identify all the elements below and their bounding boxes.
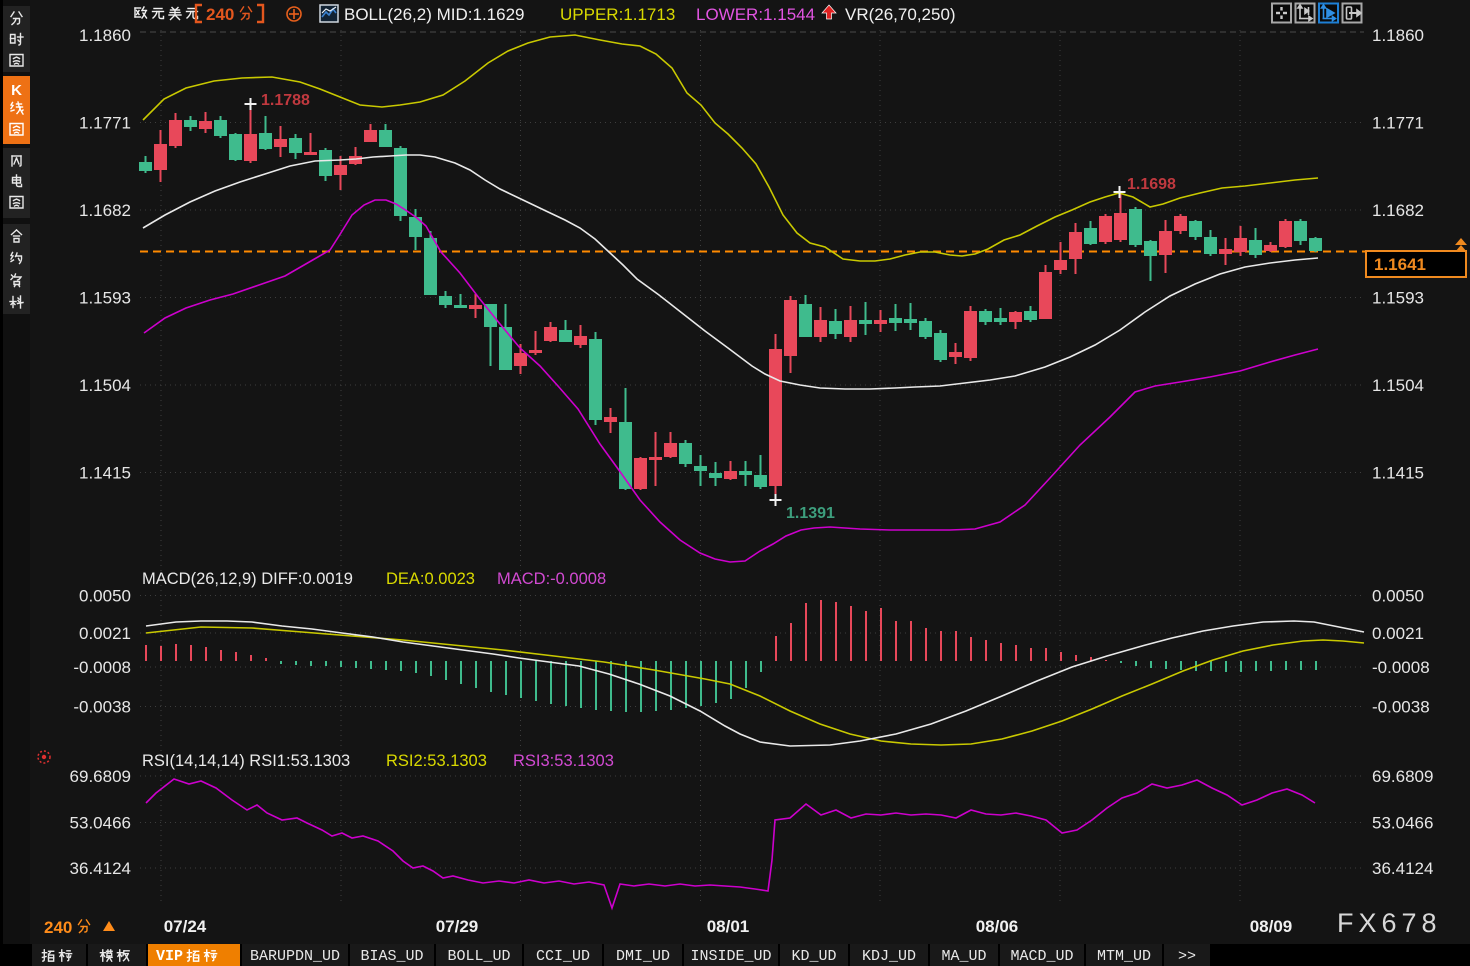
svg-text:KD_UD: KD_UD xyxy=(791,948,836,965)
svg-text:1.1415: 1.1415 xyxy=(79,464,131,483)
svg-text:08/06: 08/06 xyxy=(976,917,1019,936)
svg-text:07/24: 07/24 xyxy=(164,917,207,936)
svg-text:08/01: 08/01 xyxy=(707,917,750,936)
svg-text:53.0466: 53.0466 xyxy=(1372,814,1433,833)
svg-text:1.1504: 1.1504 xyxy=(79,376,131,395)
svg-text:-0.0008: -0.0008 xyxy=(1372,658,1430,677)
svg-text:DMI_UD: DMI_UD xyxy=(616,948,670,965)
svg-text:69.6809: 69.6809 xyxy=(70,767,131,786)
svg-text:0.0050: 0.0050 xyxy=(1372,587,1424,606)
svg-text:1.1788: 1.1788 xyxy=(261,92,310,109)
svg-text:FX678: FX678 xyxy=(1337,908,1442,938)
svg-text:0.0050: 0.0050 xyxy=(79,587,131,606)
svg-text:MTM_UD: MTM_UD xyxy=(1097,948,1151,965)
svg-text:1.1698: 1.1698 xyxy=(1127,176,1176,193)
svg-text:240: 240 xyxy=(44,918,72,937)
svg-text:1.1771: 1.1771 xyxy=(79,114,131,133)
svg-text:36.4124: 36.4124 xyxy=(1372,859,1433,878)
svg-text:-0.0008: -0.0008 xyxy=(73,658,131,677)
svg-text:MACD:-0.0008: MACD:-0.0008 xyxy=(497,570,606,588)
svg-text:MA_UD: MA_UD xyxy=(941,948,986,965)
svg-text:BOLL(26,2) MID:1.1629: BOLL(26,2) MID:1.1629 xyxy=(344,5,524,24)
svg-text:240: 240 xyxy=(206,5,234,24)
svg-text:1.1682: 1.1682 xyxy=(1372,201,1424,220)
svg-text:LOWER:1.1544: LOWER:1.1544 xyxy=(696,5,815,24)
svg-text:BARUPDN_UD: BARUPDN_UD xyxy=(250,948,340,965)
svg-text:1.1860: 1.1860 xyxy=(79,26,131,45)
svg-text:MACD(26,12,9) DIFF:0.0019: MACD(26,12,9) DIFF:0.0019 xyxy=(142,570,353,588)
svg-text:07/29: 07/29 xyxy=(436,917,479,936)
svg-text:1.1593: 1.1593 xyxy=(1372,289,1424,308)
svg-text:RSI(14,14,14) RSI1:53.1303: RSI(14,14,14) RSI1:53.1303 xyxy=(142,752,350,770)
svg-text:CCI_UD: CCI_UD xyxy=(536,948,590,965)
svg-text:1.1391: 1.1391 xyxy=(786,505,835,522)
svg-text:MACD_UD: MACD_UD xyxy=(1010,948,1073,965)
svg-text:0.0021: 0.0021 xyxy=(79,624,131,643)
svg-text:1.1504: 1.1504 xyxy=(1372,376,1424,395)
svg-text:K: K xyxy=(11,82,22,99)
svg-text:KDJ_UD: KDJ_UD xyxy=(862,948,916,965)
svg-text:1.1415: 1.1415 xyxy=(1372,464,1424,483)
svg-text:1.1771: 1.1771 xyxy=(1372,114,1424,133)
svg-text:VIP: VIP xyxy=(156,948,183,965)
svg-text:1.1641: 1.1641 xyxy=(1374,255,1426,274)
svg-text:0.0021: 0.0021 xyxy=(1372,624,1424,643)
svg-text:53.0466: 53.0466 xyxy=(70,814,131,833)
svg-text:RSI2:53.1303: RSI2:53.1303 xyxy=(386,752,487,770)
svg-text:1.1860: 1.1860 xyxy=(1372,26,1424,45)
svg-text:1.1682: 1.1682 xyxy=(79,201,131,220)
svg-text:RSI3:53.1303: RSI3:53.1303 xyxy=(513,752,614,770)
svg-text:INSIDE_UD: INSIDE_UD xyxy=(690,948,771,965)
svg-text:VR(26,70,250): VR(26,70,250) xyxy=(845,5,956,24)
svg-text:-0.0038: -0.0038 xyxy=(1372,698,1430,717)
svg-text:BIAS_UD: BIAS_UD xyxy=(360,948,423,965)
svg-text:36.4124: 36.4124 xyxy=(70,859,131,878)
svg-text:-0.0038: -0.0038 xyxy=(73,698,131,717)
svg-text:BOLL_UD: BOLL_UD xyxy=(447,948,510,965)
svg-text:69.6809: 69.6809 xyxy=(1372,767,1433,786)
svg-text:UPPER:1.1713: UPPER:1.1713 xyxy=(560,5,675,24)
svg-text:08/09: 08/09 xyxy=(1250,917,1293,936)
svg-text:>>: >> xyxy=(1178,948,1196,965)
svg-text:1.1593: 1.1593 xyxy=(79,289,131,308)
svg-text:DEA:0.0023: DEA:0.0023 xyxy=(386,570,475,588)
